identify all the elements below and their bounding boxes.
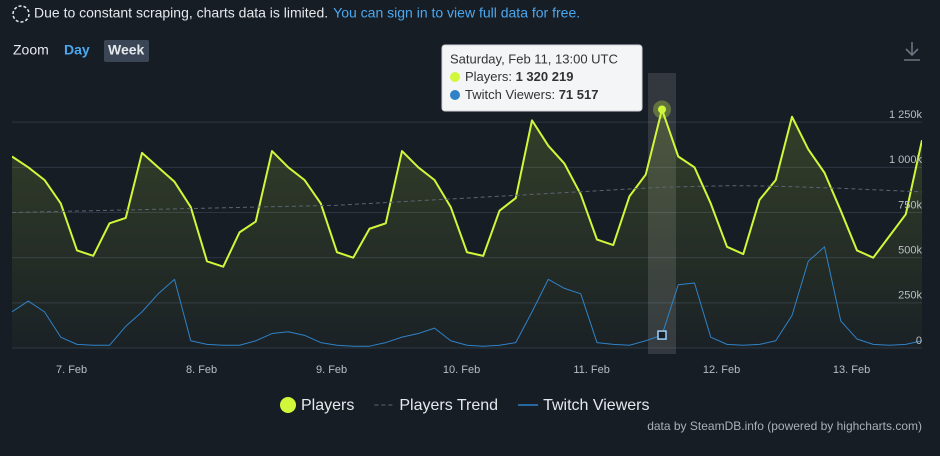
zoom-week-bg[interactable] (104, 40, 149, 62)
hover-point (657, 330, 667, 340)
tooltip-title: Saturday, Feb 11, 13:00 UTC (450, 51, 618, 66)
notice-icon (12, 5, 30, 23)
y-tick-label: 0 (916, 335, 922, 347)
x-tick-label: 12. Feb (703, 364, 740, 376)
tooltip-label: Twitch Viewers: 71 517 (465, 87, 598, 102)
x-tick-label: 9. Feb (316, 364, 347, 376)
zoom-week-button[interactable]: Week (108, 42, 145, 58)
y-tick-label: 1 250k (889, 109, 923, 121)
x-tick-label: 13. Feb (833, 364, 870, 376)
tooltip-box (441, 44, 643, 112)
download-icon[interactable] (904, 42, 920, 61)
zoom-day-button[interactable]: Day (64, 42, 90, 58)
notice-text: Due to constant scraping, charts data is… (34, 5, 328, 21)
tooltip-swatch (450, 90, 460, 100)
y-tick-label: 500k (898, 245, 922, 257)
x-tick-label: 10. Feb (443, 364, 480, 376)
legend-label: Players (301, 397, 354, 414)
x-tick-label: 7. Feb (56, 364, 87, 376)
legend-item[interactable]: Players (280, 397, 354, 414)
y-tick-label: 250k (898, 290, 922, 302)
tooltip-label-name: Players: (465, 69, 512, 84)
series-line (12, 185, 922, 213)
x-tick-label: 11. Feb (573, 364, 610, 376)
y-tick-label: 750k (898, 199, 922, 211)
zoom-label: Zoom (13, 42, 49, 58)
series-line (12, 246, 922, 347)
legend-label: Twitch Viewers (543, 397, 649, 414)
tooltip-swatch (450, 72, 460, 82)
tooltip-label: Players: 1 320 219 (465, 69, 573, 84)
tooltip-value: 71 517 (559, 87, 599, 102)
legend-item[interactable]: Twitch Viewers (518, 397, 649, 414)
x-tick-label: 8. Feb (186, 364, 217, 376)
tooltip: Saturday, Feb 11, 13:00 UTC Players: 1 3… (441, 44, 643, 112)
legend-item[interactable]: Players Trend (374, 397, 498, 414)
sign-in-link[interactable]: You can sign in to view full data for fr… (333, 5, 580, 21)
legend-label: Players Trend (399, 397, 498, 414)
legend-symbol (280, 397, 296, 413)
hover-point (658, 105, 666, 114)
y-tick-label: 1 000k (889, 154, 923, 166)
tooltip-value: 1 320 219 (516, 69, 574, 84)
tooltip-label-name: Twitch Viewers: (465, 87, 555, 102)
credit: data by SteamDB.info (powered by highcha… (647, 419, 922, 433)
